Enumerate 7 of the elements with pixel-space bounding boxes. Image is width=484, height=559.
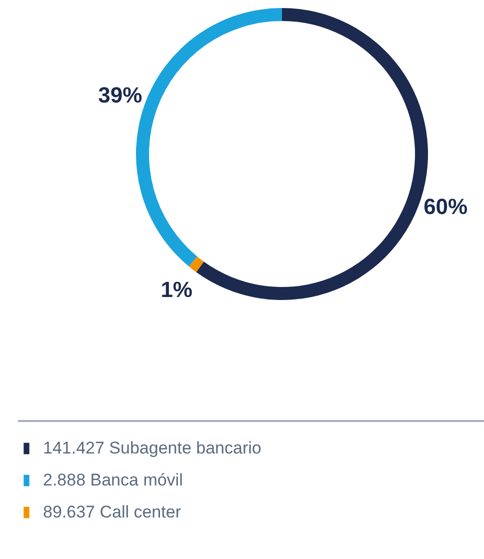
legend-label: 89.637 Call center (43, 502, 182, 522)
legend-label: 141.427 Subagente bancario (43, 438, 262, 458)
data-label: 60% (424, 194, 468, 220)
legend-label: 2.888 Banca móvil (43, 470, 183, 490)
donut-slice (188, 256, 204, 272)
data-label: 1% (160, 276, 192, 302)
data-label: 39% (98, 82, 142, 108)
